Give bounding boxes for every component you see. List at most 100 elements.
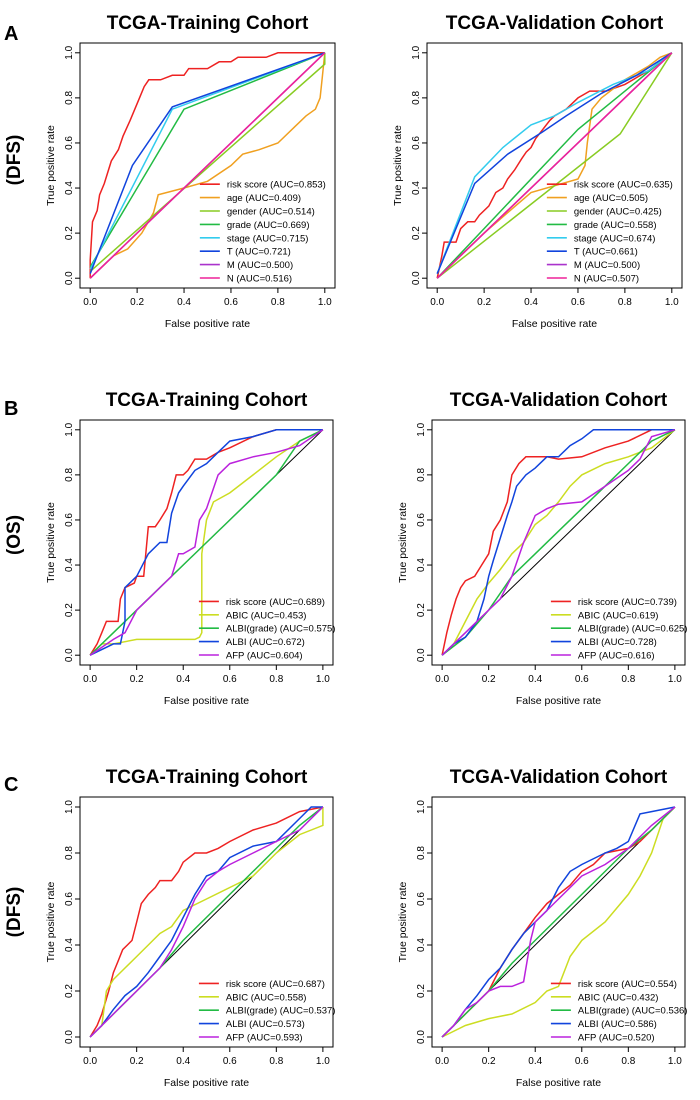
roc-curve bbox=[89, 52, 326, 279]
y-tick-label: 0.8 bbox=[64, 90, 75, 104]
roc-curve bbox=[89, 806, 324, 1038]
legend-label: risk score (AUC=0.739) bbox=[578, 597, 677, 608]
legend-label: risk score (AUC=0.554) bbox=[578, 979, 677, 990]
y-tick-label: 0.2 bbox=[416, 984, 427, 998]
roc-curve bbox=[441, 806, 676, 1038]
charts-container: TCGA-Training Cohort 0.0 0.2 0.4 0.6 0.8 1.0 0.… bbox=[45, 13, 687, 1089]
y-tick-label: 1.0 bbox=[411, 45, 422, 59]
x-tick-label: 0.6 bbox=[571, 297, 585, 308]
x-axis-label: False positive rate bbox=[516, 695, 601, 707]
side-label-c: (DFS) bbox=[4, 887, 25, 938]
chart-title: TCGA-Validation Cohort bbox=[450, 767, 668, 788]
legend-label: risk score (AUC=0.689) bbox=[226, 597, 325, 608]
y-tick-label: 0.4 bbox=[411, 181, 422, 195]
roc-curve bbox=[89, 807, 324, 1038]
y-tick-label: 0.4 bbox=[64, 938, 75, 952]
legend-label: ALBI(grade) (AUC=0.537) bbox=[226, 1006, 336, 1017]
y-tick-label: 0.0 bbox=[64, 1030, 75, 1044]
y-tick-label: 0.0 bbox=[416, 648, 427, 662]
legend-label: risk score (AUC=0.853) bbox=[227, 180, 326, 191]
y-tick-label: 0.0 bbox=[64, 271, 75, 285]
x-tick-label: 0.0 bbox=[435, 674, 449, 685]
y-tick-label: 0.4 bbox=[416, 558, 427, 572]
x-tick-label: 0.8 bbox=[269, 1056, 283, 1067]
plot-frame bbox=[431, 419, 686, 666]
legend: risk score (AUC=0.853) age (AUC=0.409) gen… bbox=[199, 180, 326, 285]
roc-chart: TCGA-Training Cohort 0.0 0.2 0.4 0.6 0.8 1.0 0.… bbox=[45, 767, 335, 1089]
roc-curve bbox=[89, 52, 326, 279]
y-tick-label: 0.8 bbox=[416, 846, 427, 860]
chart-title: TCGA-Training Cohort bbox=[107, 13, 309, 34]
x-tick-label: 0.2 bbox=[130, 1056, 144, 1067]
x-tick-label: 0.6 bbox=[575, 674, 589, 685]
legend-label: AFP (AUC=0.593) bbox=[226, 1033, 303, 1044]
legend-label: stage (AUC=0.674) bbox=[574, 233, 656, 244]
roc-chart: TCGA-Validation Cohort 0.0 0.2 0.4 0.6 0.8 1.0… bbox=[397, 767, 687, 1089]
y-tick-label: 0.0 bbox=[64, 648, 75, 662]
legend-label: ABIC (AUC=0.558) bbox=[226, 992, 307, 1003]
x-tick-label: 1.0 bbox=[668, 674, 682, 685]
y-tick-label: 0.6 bbox=[64, 892, 75, 906]
roc-curve bbox=[89, 52, 326, 268]
plot-frame bbox=[79, 796, 334, 1048]
legend-label: M (AUC=0.500) bbox=[227, 260, 293, 271]
legend-label: AFP (AUC=0.604) bbox=[226, 651, 303, 662]
plot-frame bbox=[426, 42, 683, 289]
roc-chart: TCGA-Validation Cohort 0.0 0.2 0.4 0.6 0.8 1.0… bbox=[397, 390, 687, 707]
chart-title: TCGA-Training Cohort bbox=[106, 767, 308, 788]
legend-label: age (AUC=0.505) bbox=[574, 193, 648, 204]
x-tick-label: 1.0 bbox=[318, 297, 332, 308]
y-tick-label: 1.0 bbox=[64, 422, 75, 436]
panel-letter-a: A bbox=[4, 23, 18, 45]
side-label-b: (OS) bbox=[4, 515, 25, 555]
roc-curve bbox=[89, 429, 323, 656]
side-label-a: (DFS) bbox=[4, 135, 25, 186]
roc-chart: TCGA-Training Cohort 0.0 0.2 0.4 0.6 0.8 1.0 0.… bbox=[45, 390, 335, 707]
y-tick-label: 0.4 bbox=[64, 558, 75, 572]
roc-curve bbox=[441, 429, 676, 656]
legend-label: risk score (AUC=0.687) bbox=[226, 979, 325, 990]
x-tick-label: 1.0 bbox=[316, 674, 330, 685]
x-axis-label: False positive rate bbox=[516, 1077, 601, 1089]
legend-label: AFP (AUC=0.616) bbox=[578, 651, 655, 662]
x-tick-label: 0.0 bbox=[83, 297, 97, 308]
x-tick-label: 0.2 bbox=[130, 674, 144, 685]
legend-label: grade (AUC=0.558) bbox=[574, 220, 657, 231]
x-tick-label: 0.6 bbox=[223, 674, 237, 685]
x-axis-label: False positive rate bbox=[165, 318, 250, 330]
y-tick-label: 0.0 bbox=[411, 271, 422, 285]
y-tick-label: 0.2 bbox=[416, 603, 427, 617]
x-tick-label: 1.0 bbox=[665, 297, 679, 308]
roc-curve bbox=[436, 52, 673, 274]
x-tick-label: 0.4 bbox=[177, 297, 191, 308]
panel-letter-b: B bbox=[4, 398, 18, 420]
y-tick-label: 0.8 bbox=[411, 90, 422, 104]
roc-curve bbox=[441, 429, 675, 656]
y-tick-label: 1.0 bbox=[64, 800, 75, 814]
legend-label: AFP (AUC=0.520) bbox=[578, 1033, 655, 1044]
legend-label: age (AUC=0.409) bbox=[227, 193, 301, 204]
legend-label: M (AUC=0.500) bbox=[574, 260, 640, 271]
chart-title: TCGA-Validation Cohort bbox=[446, 13, 664, 34]
legend: risk score (AUC=0.689) ABIC (AUC=0.453) AL… bbox=[198, 597, 335, 662]
x-axis-label: False positive rate bbox=[164, 1077, 249, 1089]
panel-labels: A B C (DFS) (OS) (DFS) bbox=[4, 23, 25, 937]
roc-curve bbox=[436, 52, 673, 279]
y-tick-label: 0.2 bbox=[411, 226, 422, 240]
plot-frame bbox=[431, 796, 686, 1048]
chart-title: TCGA-Training Cohort bbox=[106, 390, 308, 411]
x-tick-label: 1.0 bbox=[316, 1056, 330, 1067]
x-tick-label: 0.0 bbox=[435, 1056, 449, 1067]
y-tick-label: 1.0 bbox=[64, 45, 75, 59]
x-tick-label: 0.0 bbox=[430, 297, 444, 308]
y-tick-label: 0.8 bbox=[416, 467, 427, 481]
x-tick-label: 0.2 bbox=[482, 1056, 496, 1067]
legend-label: ABIC (AUC=0.432) bbox=[578, 992, 659, 1003]
roc-curve bbox=[436, 52, 673, 279]
x-tick-label: 0.0 bbox=[83, 1056, 97, 1067]
plot-frame bbox=[79, 419, 334, 666]
x-tick-label: 0.2 bbox=[477, 297, 491, 308]
roc-chart: TCGA-Validation Cohort 0.0 0.2 0.4 0.6 0.8 1.0… bbox=[392, 13, 683, 330]
y-tick-label: 0.0 bbox=[416, 1030, 427, 1044]
x-tick-label: 1.0 bbox=[668, 1056, 682, 1067]
